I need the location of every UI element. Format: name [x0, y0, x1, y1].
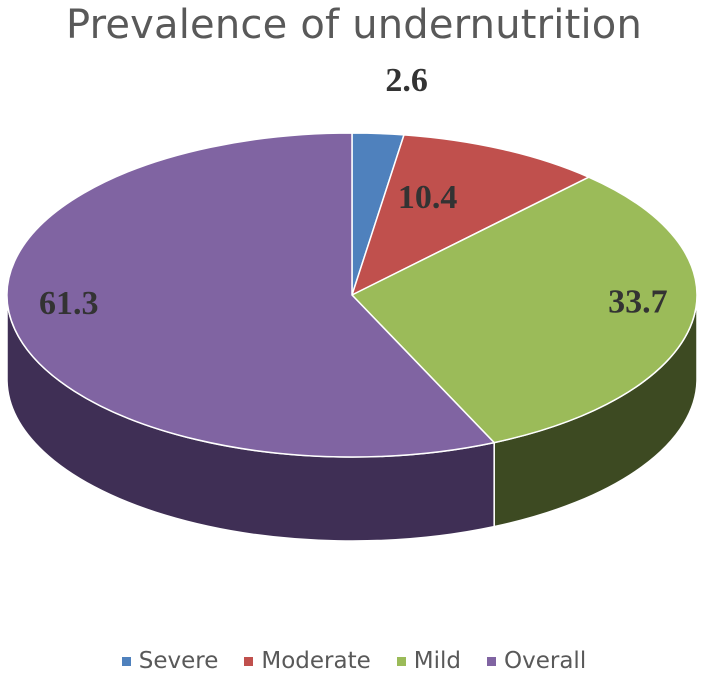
legend-label-severe: Severe: [138, 648, 219, 674]
data-label-mild: 33.7: [608, 283, 668, 320]
legend-item-severe: Severe: [121, 648, 219, 674]
data-label-severe: 2.6: [385, 62, 428, 99]
legend-swatch-mild: [396, 656, 406, 666]
legend-swatch-moderate: [244, 656, 254, 666]
legend-label-mild: Mild: [413, 648, 462, 674]
legend-item-mild: Mild: [396, 648, 462, 674]
legend: Severe Moderate Mild Overall: [0, 648, 708, 674]
legend-item-overall: Overall: [487, 648, 586, 674]
pie-slice-overall: [6, 132, 496, 458]
legend-swatch-severe: [121, 656, 131, 666]
data-label-moderate: 10.4: [398, 179, 458, 216]
pie-data-labels: 2.6 10.4 33.7 61.3: [39, 62, 668, 322]
data-label-overall: 61.3: [39, 285, 99, 322]
legend-label-moderate: Moderate: [261, 648, 371, 674]
pie-slices: [6, 132, 698, 458]
chart-title: Prevalence of undernutrition: [65, 2, 643, 48]
pie-slice-moderate: [350, 134, 591, 297]
legend-swatch-overall: [487, 656, 497, 666]
legend-label-overall: Overall: [504, 648, 587, 674]
pie-slice-mild: [350, 176, 698, 444]
legend-item-moderate: Moderate: [244, 648, 371, 674]
